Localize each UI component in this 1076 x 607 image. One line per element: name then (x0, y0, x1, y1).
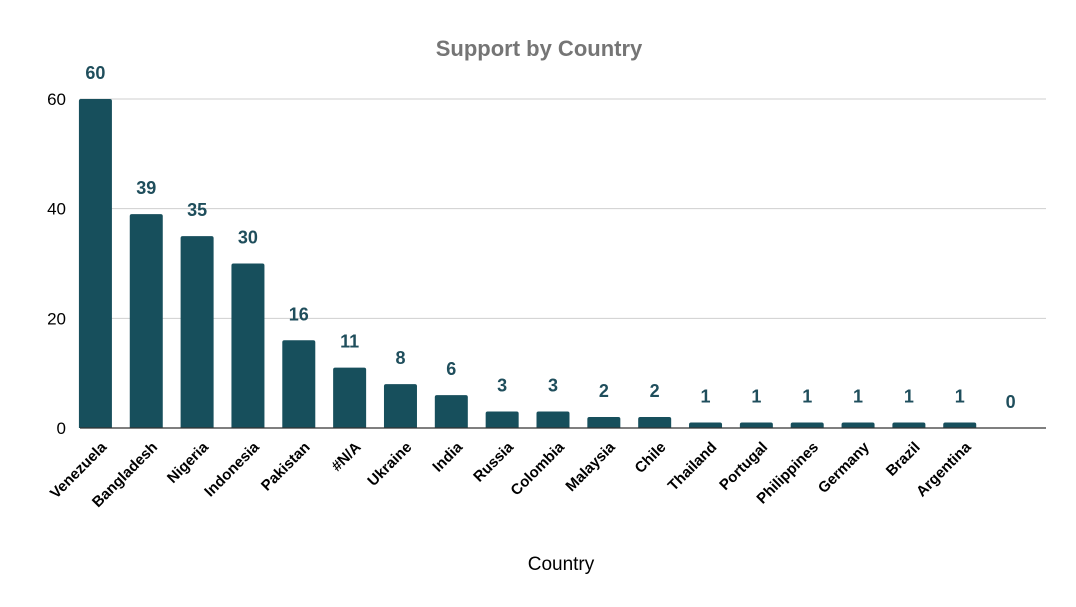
x-axis-label: Country (528, 554, 595, 575)
bars (78, 99, 977, 428)
x-tick-label: Malaysia (562, 438, 619, 495)
y-tick-label: 20 (47, 309, 66, 328)
data-label: 11 (340, 332, 359, 352)
bar (739, 422, 773, 428)
data-label: 6 (446, 359, 456, 379)
bar (892, 422, 926, 428)
x-tick-label: Brazil (883, 439, 924, 480)
x-tick-label: Nigeria (164, 438, 212, 486)
bar (485, 411, 519, 428)
x-tick-label: Argentina (913, 438, 975, 500)
x-tick-label: India (429, 438, 466, 475)
data-label: 8 (395, 348, 405, 368)
chart-title: Support by Country (436, 36, 643, 61)
bar (587, 417, 621, 428)
data-label: 1 (955, 387, 965, 407)
data-label: 3 (548, 376, 558, 396)
x-tick-label: Pakistan (258, 439, 314, 495)
bar (536, 411, 570, 428)
bar (231, 263, 265, 428)
bar (943, 422, 977, 428)
data-label: 3 (497, 376, 507, 396)
x-tick-label: Thailand (665, 439, 721, 495)
bar (129, 214, 163, 428)
bar (841, 422, 875, 428)
data-label: 60 (85, 63, 105, 83)
y-tick-label: 60 (47, 90, 66, 109)
bar (282, 340, 316, 428)
x-tick-label: Indonesia (201, 438, 263, 500)
data-label: 0 (1006, 392, 1016, 412)
x-tick-label: #N/A (328, 439, 364, 475)
data-label: 1 (802, 387, 812, 407)
data-label: 35 (187, 200, 207, 220)
bar (180, 236, 214, 428)
data-label: 1 (904, 387, 914, 407)
data-label: 39 (136, 178, 156, 198)
bar (383, 384, 417, 428)
data-label: 1 (751, 387, 761, 407)
bar (638, 417, 672, 428)
y-axis-ticks: 0 20 40 60 (47, 90, 66, 438)
y-tick-label: 0 (57, 419, 66, 438)
x-tick-label: Chile (632, 439, 670, 477)
bar (790, 422, 824, 428)
data-label: 1 (853, 387, 863, 407)
bar (434, 395, 468, 428)
x-tick-label: Germany (815, 438, 873, 496)
bar (78, 99, 112, 428)
bar (333, 367, 367, 428)
data-label: 2 (599, 381, 609, 401)
data-label: 30 (238, 228, 258, 248)
data-label: 16 (289, 304, 309, 324)
data-label: 2 (650, 381, 660, 401)
y-tick-label: 40 (47, 200, 66, 219)
data-label: 1 (701, 387, 711, 407)
gridlines (80, 98, 1046, 319)
x-tick-label: Russia (470, 438, 517, 485)
bar (689, 422, 723, 428)
x-tick-label: Colombia (507, 438, 568, 499)
x-tick-label: Ukraine (364, 439, 415, 490)
